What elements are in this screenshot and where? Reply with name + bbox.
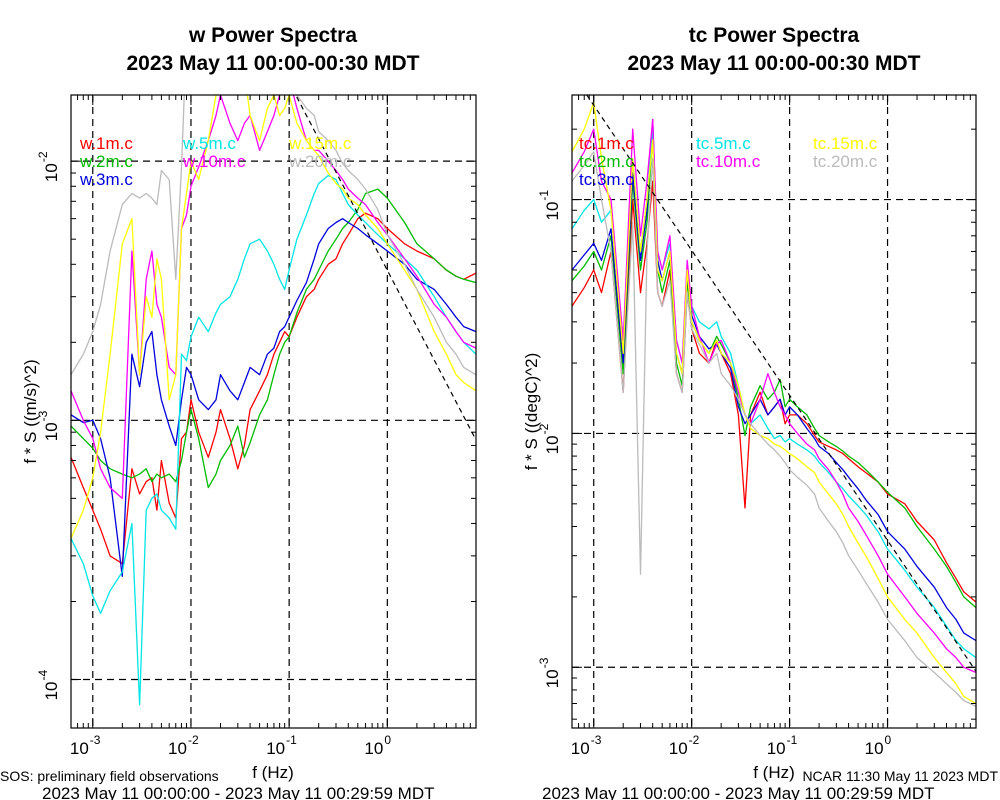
x-tick-label-exponent: -2 — [188, 733, 199, 747]
x-tick-label-base: 10 — [364, 739, 383, 758]
series-line-tc-2m-c — [572, 133, 976, 609]
legend-entry-tc-5m-c: tc.5m.c — [696, 134, 751, 153]
series-line-w-3m-c — [71, 218, 476, 578]
x-tick-label-base: 10 — [669, 739, 688, 758]
legend-entry-w-2m-c: w.2m.c — [79, 152, 133, 171]
series-line-tc-10m-c — [572, 118, 976, 674]
x-axis-label: f (Hz) — [753, 763, 795, 782]
series-line-w-10m-c — [71, 95, 476, 500]
x-tick-label-base: 10 — [266, 739, 285, 758]
chart-title: w Power Spectra — [188, 24, 357, 47]
chart-subtitle: 2023 May 11 00:00-00:30 MDT — [627, 52, 920, 75]
series-line-w-15m-c — [71, 95, 476, 539]
x-tick-label-exponent: -3 — [591, 733, 602, 747]
series-line-tc-3m-c — [572, 118, 976, 642]
y-tick-label-base: 10 — [543, 669, 562, 688]
y-tick-label: 10-2 — [36, 151, 61, 182]
y-tick-label: 10-2 — [537, 423, 562, 454]
y-tick-label-base: 10 — [42, 682, 61, 701]
tc-power-spectra-panel: tc Power Spectra 2023 May 11 00:00-00:30 … — [522, 24, 977, 782]
x-tick-label-base: 10 — [70, 739, 89, 758]
legend-entry-tc-20m-c: tc.20m.c — [813, 152, 878, 171]
x-tick-label-exponent: 0 — [384, 733, 391, 747]
series-group — [71, 95, 476, 706]
y-axis-label: f * S ((m/s)^2) — [21, 359, 40, 463]
legend-entry-tc-3m-c: tc.3m.c — [579, 170, 634, 189]
x-tick-label-base: 10 — [571, 739, 590, 758]
y-tick-label-base: 10 — [543, 435, 562, 454]
y-tick-label-base: 10 — [42, 422, 61, 441]
series-line-w-2m-c — [71, 188, 476, 489]
series-line-w-1m-c — [71, 212, 476, 565]
y-tick-label-exponent: -2 — [36, 151, 50, 162]
x-tick-label-exponent: -2 — [689, 733, 700, 747]
reference-slope-line — [586, 95, 976, 672]
y-tick-label-base: 10 — [543, 202, 562, 221]
series-line-tc-20m-c — [572, 151, 976, 708]
chart-subtitle: 2023 May 11 00:00-00:30 MDT — [126, 52, 419, 75]
y-tick-label-exponent: -3 — [537, 657, 551, 668]
y-tick-label: 10-3 — [537, 657, 562, 688]
chart-title: tc Power Spectra — [689, 24, 860, 47]
series-group — [572, 95, 976, 708]
legend-entry-tc-10m-c: tc.10m.c — [696, 152, 761, 171]
w-power-spectra-panel: w Power Spectra 2023 May 11 00:00-00:30 M… — [21, 24, 477, 782]
y-tick-label: 10-3 — [36, 410, 61, 441]
x-axis-label: f (Hz) — [252, 763, 294, 782]
plot-frame — [70, 94, 477, 729]
legend-entry-w-1m-c: w.1m.c — [79, 134, 133, 153]
y-tick-label-exponent: -2 — [537, 423, 551, 434]
x-tick-label-exponent: 0 — [885, 733, 892, 747]
x-tick-label-base: 10 — [168, 739, 187, 758]
legend-entry-tc-15m-c: tc.15m.c — [813, 134, 878, 153]
legend-entry-w-10m-c: w.10m.c — [182, 152, 246, 171]
x-tick-label-exponent: -1 — [286, 733, 297, 747]
x-tick-label-base: 10 — [767, 739, 786, 758]
legend-entry-tc-2m-c: tc.2m.c — [579, 152, 634, 171]
y-tick-label: 10-4 — [36, 670, 61, 701]
footer-time-range-right: 2023 May 11 00:00:00 - 2023 May 11 00:29… — [542, 784, 935, 800]
y-tick-label-base: 10 — [42, 163, 61, 182]
x-tick-label-exponent: -3 — [90, 733, 101, 747]
legend-entry-tc-1m-c: tc.1m.c — [579, 134, 634, 153]
legend-entry-w-5m-c: w.5m.c — [182, 134, 236, 153]
legend-entry-w-15m-c: w.15m.c — [288, 134, 352, 153]
x-tick-label-base: 10 — [865, 739, 884, 758]
reference-slope-line — [295, 95, 476, 441]
legend-entry-w-3m-c: w.3m.c — [79, 170, 133, 189]
y-tick-label-exponent: -3 — [36, 410, 50, 421]
series-line-tc-15m-c — [572, 101, 976, 705]
series-line-w-5m-c — [71, 174, 476, 706]
series-line-w-20m-c — [71, 95, 476, 376]
x-tick-label-exponent: -1 — [787, 733, 798, 747]
y-axis-label: f * S ((degC)^2) — [522, 353, 541, 471]
footer-left-note: SOS: preliminary field observations — [0, 768, 219, 784]
y-tick-label: 10-1 — [537, 190, 562, 221]
y-tick-label-exponent: -4 — [36, 670, 50, 681]
footer-right-note: NCAR 11:30 May 11 2023 MDT — [802, 768, 998, 784]
y-tick-label-exponent: -1 — [537, 190, 551, 201]
legend-entry-w-20m-c: w.20m.c — [288, 152, 352, 171]
footer-time-range-left: 2023 May 11 00:00:00 - 2023 May 11 00:29… — [42, 784, 435, 800]
